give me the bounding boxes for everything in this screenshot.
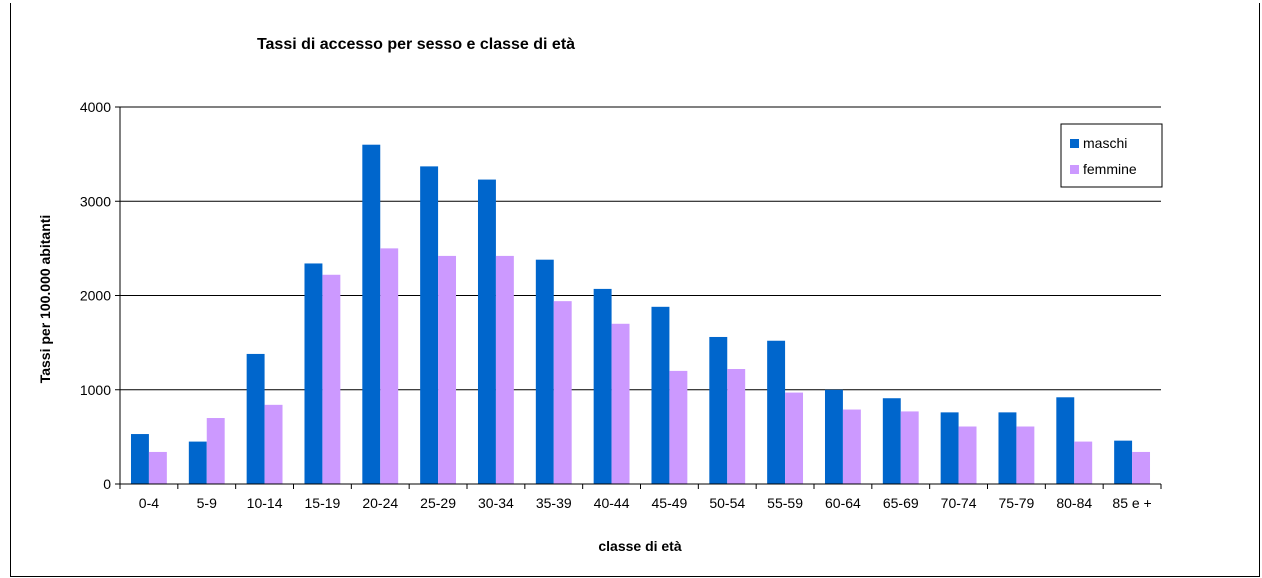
bar-maschi: [1114, 440, 1133, 484]
bar-maschi: [593, 288, 612, 484]
bar-maschi: [420, 166, 439, 484]
bar-maschi: [188, 441, 207, 484]
legend-box: [1060, 123, 1163, 188]
bar-maschi: [304, 263, 323, 484]
x-tick-label: 35-39: [536, 495, 572, 511]
x-tick-label: 20-24: [362, 495, 398, 511]
chart-svg: Tassi di accesso per sesso e classe di e…: [37, 36, 1163, 554]
bar-femmine: [842, 409, 861, 484]
bar-maschi: [362, 144, 381, 484]
bar-maschi: [477, 179, 496, 484]
x-tick-label: 45-49: [652, 495, 688, 511]
bar-maschi: [767, 340, 786, 484]
bar-maschi: [882, 398, 901, 484]
y-tick-label: 0: [103, 476, 111, 492]
y-tick-label: 3000: [80, 193, 111, 209]
legend-label-maschi: maschi: [1083, 135, 1127, 151]
x-tick-label: 5-9: [197, 495, 217, 511]
bar-femmine: [438, 255, 457, 484]
bar-femmine: [900, 411, 919, 484]
bar-maschi: [651, 306, 670, 484]
bar-femmine: [669, 370, 688, 484]
bars-layer: [130, 144, 1151, 484]
bar-femmine: [206, 418, 225, 484]
bar-maschi: [940, 412, 959, 484]
y-tick-label: 2000: [80, 288, 111, 304]
x-tick-label: 50-54: [709, 495, 745, 511]
x-tick-label: 55-59: [767, 495, 803, 511]
bar-femmine: [495, 255, 514, 484]
x-tick-label: 85 e +: [1112, 495, 1151, 511]
x-tick-label: 10-14: [247, 495, 283, 511]
x-tick-label: 70-74: [941, 495, 977, 511]
bar-maschi: [246, 353, 265, 484]
x-tick-label: 0-4: [139, 495, 159, 511]
bar-femmine: [785, 392, 804, 484]
y-axis-label: Tassi per 100.000 abitanti: [37, 215, 53, 384]
chart-title: Tassi di accesso per sesso e classe di e…: [257, 36, 575, 53]
x-tick-label: 65-69: [883, 495, 919, 511]
bar-femmine: [1132, 451, 1151, 484]
bar-femmine: [958, 426, 977, 484]
bar-femmine: [1074, 441, 1093, 484]
bar-maschi: [998, 412, 1017, 484]
bar-maschi: [130, 434, 149, 484]
bar-maschi: [1056, 397, 1075, 484]
bar-femmine: [322, 274, 341, 484]
chart-frame: Tassi di accesso per sesso e classe di e…: [10, 3, 1260, 577]
x-tick-label: 75-79: [999, 495, 1035, 511]
x-tick-label: 60-64: [825, 495, 861, 511]
ticks-layer: 0 1000 2000 3000 4000 0-4 5-9 10-14 15-19 20-24 25…: [80, 99, 1162, 511]
bar-femmine: [727, 369, 746, 484]
bar-femmine: [553, 301, 572, 484]
bar-femmine: [380, 248, 399, 484]
bar-maschi: [535, 259, 554, 484]
x-tick-label: 25-29: [420, 495, 456, 511]
grid-layer: [120, 106, 1161, 391]
legend-swatch-femmine: [1070, 165, 1079, 174]
x-tick-label: 40-44: [594, 495, 630, 511]
bar-femmine: [148, 451, 167, 484]
bar-maschi: [709, 336, 728, 484]
legend-label-femmine: femmine: [1083, 161, 1137, 177]
x-tick-label: 15-19: [305, 495, 341, 511]
x-tick-label: 80-84: [1056, 495, 1092, 511]
bar-femmine: [264, 404, 283, 484]
bar-maschi: [824, 389, 843, 484]
bar-femmine: [1016, 426, 1035, 484]
y-tick-label: 4000: [80, 99, 111, 115]
bar-femmine: [611, 323, 630, 484]
y-tick-label: 1000: [80, 382, 111, 398]
x-axis-label: classe di età: [598, 538, 681, 554]
legend-swatch-maschi: [1070, 139, 1079, 148]
legend: maschi femmine: [1060, 123, 1163, 188]
x-tick-label: 30-34: [478, 495, 514, 511]
